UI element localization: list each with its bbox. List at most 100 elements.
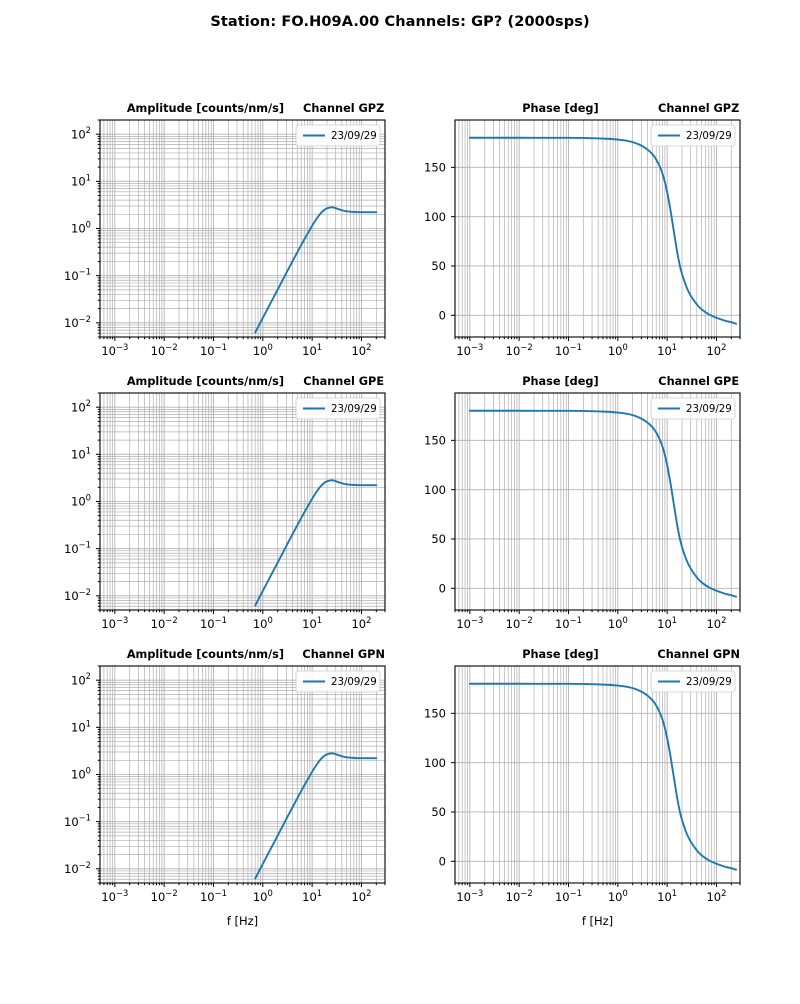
x-tick-label: 100 [253,615,273,631]
tick-marks [96,392,386,614]
y-tick-label: 101 [71,718,91,734]
panel-title-channel: Channel GPE [658,375,739,388]
y-tick-label: 100 [424,756,446,770]
panel-title-channel: Channel GPN [302,648,385,661]
x-tick-label: 102 [706,615,726,631]
y-tick-label: 10−2 [64,860,91,876]
y-tick-label: 150 [424,707,446,721]
x-tick-label: 101 [657,615,677,631]
x-tick-label: 101 [302,888,322,904]
legend[interactable]: 23/09/29 [650,124,736,147]
panel-phase-gpn: 0 50 100 150 10−3 10−2 10−1 100 101 102 Phase [deg… [424,648,741,928]
y-tick-label: 100 [71,766,91,782]
panel-title-left: Phase [deg] [522,102,598,115]
y-tick-label: 10−1 [64,813,91,829]
panel-title-channel: Channel GPN [657,648,740,661]
x-tick-label: 10−1 [555,888,582,904]
tick-marks [451,712,741,887]
tick-marks [96,665,386,887]
y-tick-label: 10−1 [64,267,91,283]
legend-box [295,397,381,420]
panel-title-left: Phase [deg] [522,375,598,388]
legend-label: 23/09/29 [331,131,377,142]
y-tick-label: 50 [431,259,446,273]
x-tick-label: 10−1 [200,888,227,904]
legend-label: 23/09/29 [686,404,732,415]
x-tick-label: 10−2 [506,888,533,904]
legend[interactable]: 23/09/29 [295,670,381,693]
legend-box [650,397,736,420]
data-line-phase [468,136,738,325]
data-line-phase [468,409,738,598]
x-tick-label: 102 [351,615,371,631]
legend-label: 23/09/29 [331,677,377,688]
x-tick-label: 10−1 [200,615,227,631]
y-tick-label: 10−2 [64,314,91,330]
tick-marks [451,166,741,341]
x-tick-label: 10−2 [151,888,178,904]
x-axis-label: f [Hz] [227,914,258,928]
y-tick-label: 0 [439,309,446,323]
y-tick-label: 0 [439,855,446,869]
x-tick-label: 10−1 [555,342,582,358]
legend-box [295,670,381,693]
x-tick-label: 10−2 [506,342,533,358]
data-line-amplitude [254,206,378,334]
x-axis-label: f [Hz] [582,914,613,928]
legend-label: 23/09/29 [686,677,732,688]
y-tick-label: 101 [71,445,91,461]
x-tick-label: 100 [608,615,628,631]
y-tick-label: 100 [424,483,446,497]
x-tick-label: 102 [351,888,371,904]
panel-phase-gpe: 0 50 100 150 10−3 10−2 10−1 100 101 102 Phase [deg… [424,375,741,631]
data-line-amplitude [254,479,378,607]
panel-amplitude-gpe: 102 101 100 10−1 10−2 10−3 10−2 10−1 100 101 102 Am… [64,375,386,631]
data-line-phase [468,682,738,871]
y-tick-label: 100 [71,220,91,236]
panel-background [455,120,740,337]
y-tick-label: 10−1 [64,540,91,556]
x-tick-label: 102 [706,342,726,358]
x-tick-label: 10−3 [456,888,483,904]
x-tick-label: 10−3 [101,615,128,631]
panel-title-channel: Channel GPE [303,375,384,388]
legend[interactable]: 23/09/29 [650,670,736,693]
tick-marks [96,119,386,341]
data-line-amplitude [254,752,378,880]
legend-label: 23/09/29 [686,131,732,142]
y-tick-label: 101 [71,172,91,188]
y-tick-label: 100 [424,210,446,224]
panel-title-left: Amplitude [counts/nm/s] [127,375,284,388]
axis-frame [454,665,741,884]
x-tick-label: 10−2 [151,342,178,358]
legend[interactable]: 23/09/29 [295,124,381,147]
y-tick-label: 102 [71,398,91,414]
x-tick-label: 101 [302,615,322,631]
x-tick-label: 100 [608,888,628,904]
panel-title-left: Amplitude [counts/nm/s] [127,648,284,661]
panel-phase-gpz: 0 50 100 150 10−3 10−2 10−1 100 101 102 Phase [deg… [424,102,741,358]
legend-box [650,670,736,693]
x-tick-label: 10−3 [101,342,128,358]
x-tick-label: 10−3 [456,342,483,358]
legend[interactable]: 23/09/29 [650,397,736,420]
y-tick-label: 100 [71,493,91,509]
panel-background [455,666,740,883]
x-tick-label: 100 [253,888,273,904]
x-tick-label: 10−1 [555,615,582,631]
x-tick-label: 100 [253,342,273,358]
x-tick-label: 10−2 [151,615,178,631]
x-tick-label: 10−1 [200,342,227,358]
legend[interactable]: 23/09/29 [295,397,381,420]
panel-title-left: Amplitude [counts/nm/s] [127,102,284,115]
y-tick-label: 10−2 [64,587,91,603]
tick-marks [451,439,741,614]
x-tick-label: 10−3 [456,615,483,631]
panel-title-channel: Channel GPZ [658,102,739,115]
x-tick-label: 10−2 [506,615,533,631]
y-tick-label: 150 [424,161,446,175]
x-tick-label: 10−3 [101,888,128,904]
x-tick-label: 100 [608,342,628,358]
